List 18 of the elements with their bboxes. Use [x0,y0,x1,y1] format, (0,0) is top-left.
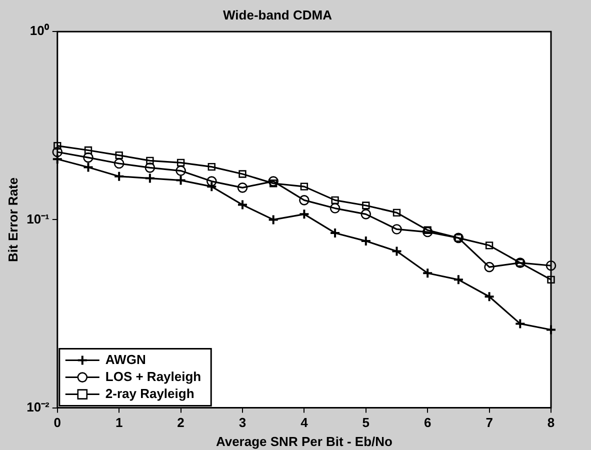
x-tick-label: 8 [547,415,555,430]
x-tick-label: 4 [300,415,309,430]
x-tick-label: 6 [424,415,432,430]
x-tick-label: 0 [54,415,62,430]
y-axis-title: Bit Error Rate [5,177,20,262]
x-tick-label: 5 [362,415,370,430]
legend-label: AWGN [105,352,146,367]
y-tick-label: 10⁰ [30,23,50,38]
x-tick-label: 3 [238,415,246,430]
y-tick-label: 10⁻¹ [26,211,50,226]
chart-title: Wide-band CDMA [223,7,333,22]
x-tick-label: 7 [486,415,493,430]
x-axis-title: Average SNR Per Bit - Eb/No [216,434,392,449]
legend-label: LOS + Rayleigh [105,368,202,384]
x-tick-label: 1 [115,415,123,430]
y-tick-label: 10⁻² [26,399,50,414]
legend-label: 2-ray Rayleigh [105,386,194,401]
x-tick-label: 2 [177,415,184,430]
